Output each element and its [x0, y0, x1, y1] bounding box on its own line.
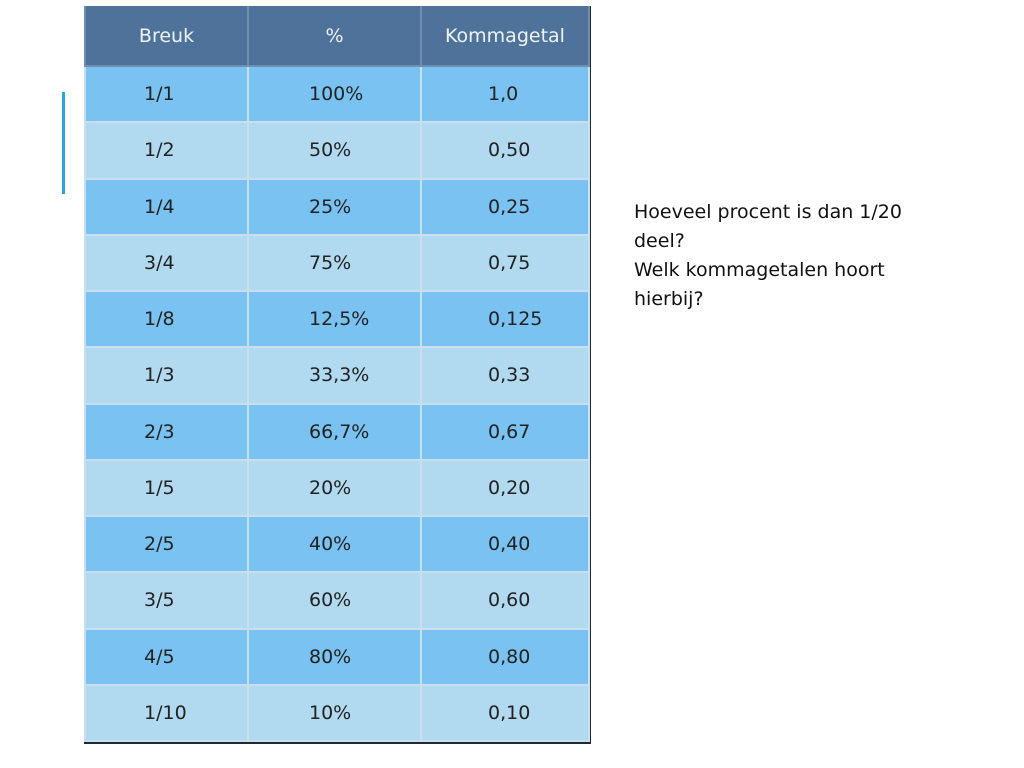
conversion-table-frame: Breuk % Kommagetal 1/1 100% 1,0 1/2 50% …	[84, 6, 591, 744]
cell-breuk: 1/10	[84, 683, 249, 743]
table-row: 1/3 33,3% 0,33	[84, 346, 590, 405]
table-row: 1/2 50% 0,50	[84, 121, 590, 180]
cell-kommagetal: 0,33	[420, 346, 590, 405]
cell-kommagetal: 1,0	[420, 64, 590, 124]
cell-breuk: 1/1	[84, 64, 249, 124]
cell-kommagetal: 0,125	[420, 289, 590, 349]
cell-percent: 20%	[247, 458, 422, 518]
cell-percent: 12,5%	[247, 289, 422, 349]
table-row: 1/1 100% 1,0	[84, 64, 590, 124]
table-row: 4/5 80% 0,80	[84, 627, 590, 686]
cell-kommagetal: 0,20	[420, 458, 590, 518]
cell-breuk: 1/2	[84, 121, 249, 180]
cell-breuk: 2/5	[84, 514, 249, 574]
cell-breuk: 3/4	[84, 233, 249, 293]
table-row: 1/8 12,5% 0,125	[84, 289, 590, 349]
cell-percent: 66,7%	[247, 402, 422, 461]
cell-kommagetal: 0,80	[420, 627, 590, 686]
table-row: 1/10 10% 0,10	[84, 683, 590, 743]
cell-percent: 10%	[247, 683, 422, 743]
question-text-block: Hoeveel procent is dan 1/20 deel? Welk k…	[634, 198, 954, 314]
cell-percent: 75%	[247, 233, 422, 293]
cell-kommagetal: 0,67	[420, 402, 590, 461]
table-row: 3/5 60% 0,60	[84, 571, 590, 630]
table-row: 1/5 20% 0,20	[84, 458, 590, 518]
cell-percent: 25%	[247, 177, 422, 236]
table-row: 1/4 25% 0,25	[84, 177, 590, 236]
header-kommagetal: Kommagetal	[420, 6, 590, 67]
question-line-decimal: Welk kommagetalen hoort hierbij?	[634, 259, 885, 310]
cell-breuk: 4/5	[84, 627, 249, 686]
cell-breuk: 2/3	[84, 402, 249, 461]
cell-kommagetal: 0,40	[420, 514, 590, 574]
cell-percent: 80%	[247, 627, 422, 686]
cell-breuk: 3/5	[84, 571, 249, 630]
cell-breuk: 1/4	[84, 177, 249, 236]
table-header-row: Breuk % Kommagetal	[84, 6, 590, 67]
cell-breuk: 1/8	[84, 289, 249, 349]
cell-kommagetal: 0,50	[420, 121, 590, 180]
cell-percent: 60%	[247, 571, 422, 630]
cell-percent: 50%	[247, 121, 422, 180]
conversion-table: Breuk % Kommagetal 1/1 100% 1,0 1/2 50% …	[84, 6, 590, 743]
cell-breuk: 1/3	[84, 346, 249, 405]
table-row: 2/5 40% 0,40	[84, 514, 590, 574]
header-percent: %	[247, 6, 422, 67]
question-line-percent: Hoeveel procent is dan 1/20 deel?	[634, 201, 902, 252]
cell-percent: 100%	[247, 64, 422, 124]
cell-breuk: 1/5	[84, 458, 249, 518]
cell-kommagetal: 0,75	[420, 233, 590, 293]
table-row: 3/4 75% 0,75	[84, 233, 590, 293]
table-row: 2/3 66,7% 0,67	[84, 402, 590, 461]
cell-percent: 33,3%	[247, 346, 422, 405]
cell-kommagetal: 0,60	[420, 571, 590, 630]
accent-bar	[62, 92, 65, 194]
header-breuk: Breuk	[84, 6, 249, 67]
cell-percent: 40%	[247, 514, 422, 574]
cell-kommagetal: 0,10	[420, 683, 590, 743]
cell-kommagetal: 0,25	[420, 177, 590, 236]
